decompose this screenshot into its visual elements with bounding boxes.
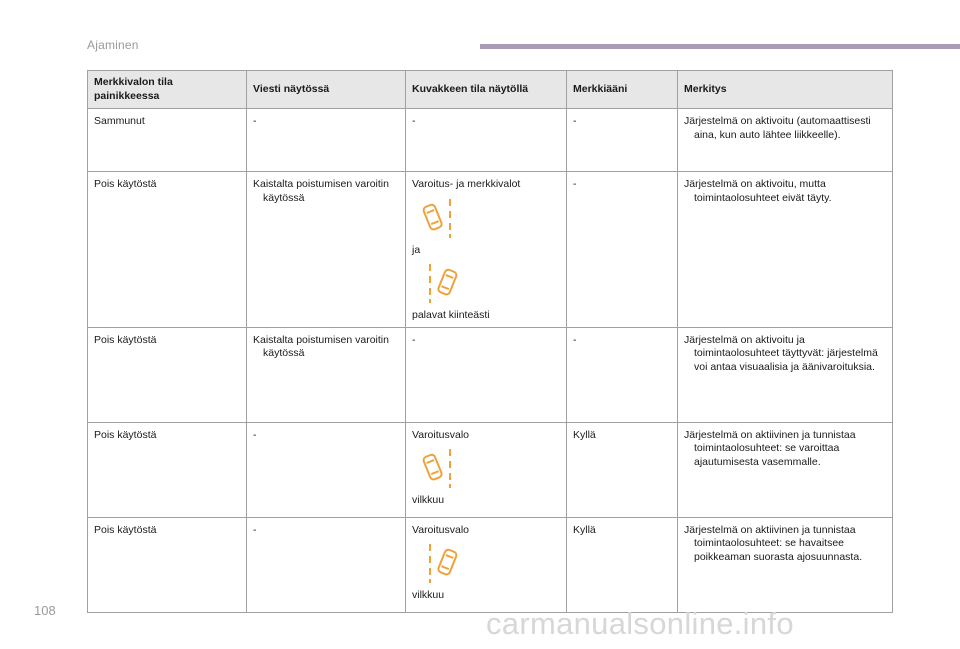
table-row: Pois käytöstä - Varoitusvalo (87, 516, 893, 613)
table-cell: Järjestelmä on aktiivinen ja tunnistaa to… (677, 421, 893, 518)
column-header-label: Viesti näytössä (253, 82, 330, 95)
indicator-state-table: Merkkivalon tila painikkeessa Viesti näy… (87, 70, 893, 613)
audible-signal: - (573, 178, 577, 190)
table-row: Pois käytöstä Kaistalta poistumisen varo… (87, 171, 893, 328)
message-first-line: Kaistalta poistumisen varoitin (253, 333, 389, 346)
meaning-first-line: Järjestelmä on aktivoitu, mutta (684, 178, 826, 190)
audible-signal: Kyllä (573, 523, 596, 536)
meaning-first-line: Järjestelmä on aktivoitu (automaattisest… (684, 115, 871, 127)
table-cell: Kyllä (566, 421, 678, 518)
icon-state-text: Varoitusvalo (412, 428, 470, 441)
display-message: - (253, 523, 257, 536)
table-cell: Järjestelmä on aktiivinen ja tunnistaa to… (677, 516, 893, 613)
table-cell: - (566, 171, 678, 328)
icon-state-text: Varoitus- ja merkkivalot (412, 178, 521, 190)
table-cell: Varoitusvalo vilkkuu (405, 421, 567, 518)
table-cell: Järjestelmä on aktivoitu ja toimintaolosu… (677, 326, 893, 423)
table-cell: - (246, 108, 406, 172)
button-light-state: Pois käytöstä (94, 333, 157, 346)
column-header-label: Merkitys (684, 82, 727, 95)
audible-signal: Kyllä (573, 428, 596, 441)
button-light-state: Pois käytöstä (94, 523, 157, 536)
table-cell: Pois käytöstä (87, 421, 247, 518)
section-title: Ajaminen (87, 38, 139, 52)
table-cell: Järjestelmä on aktivoitu (automaattisest… (677, 108, 893, 172)
display-message: Kaistalta poistumisen varoitin käytössä (253, 334, 399, 361)
table-cell: Varoitus- ja merkkivalot ja (405, 171, 567, 328)
table-cell: Kaistalta poistumisen varoitin käytössä (246, 171, 406, 328)
table-cell: Varoitusvalo vilkkuu (405, 516, 567, 613)
button-light-state: Pois käytöstä (94, 178, 157, 190)
icon-state-text: Varoitusvalo (412, 523, 470, 536)
display-message: - (253, 115, 257, 127)
table-cell: Pois käytöstä (87, 171, 247, 328)
meaning-continuation: toimintaolosuhteet: se havaitsee poikkea… (694, 537, 863, 563)
icon-state-text: - (412, 333, 416, 346)
message-first-line: Kaistalta poistumisen varoitin (253, 178, 389, 190)
table-cell: - (405, 108, 567, 172)
meaning-continuation: toimintaolosuhteet täyttyvät: järjestelm… (694, 347, 878, 373)
meaning-text: Järjestelmä on aktivoitu (automaattisest… (684, 115, 886, 142)
table-header-row: Merkkivalon tila painikkeessa Viesti näy… (87, 70, 893, 109)
icon-state-text: palavat kiinteästi (412, 309, 490, 321)
meaning-first-line: Järjestelmä on aktiivinen ja tunnistaa (684, 428, 856, 441)
meaning-text: Järjestelmä on aktiivinen ja tunnistaa to… (684, 429, 886, 470)
column-header: Viesti näytössä (246, 70, 406, 109)
meaning-text: Järjestelmä on aktivoitu, mutta toimintao… (684, 178, 886, 205)
table-cell: Sammunut (87, 108, 247, 172)
message-continuation: käytössä (263, 347, 305, 359)
display-message: Kaistalta poistumisen varoitin käytössä (253, 178, 399, 205)
table-row: Pois käytöstä Kaistalta poistumisen varo… (87, 326, 893, 423)
column-header: Kuvakkeen tila näytöllä (405, 70, 567, 109)
button-light-state: Pois käytöstä (94, 428, 157, 441)
watermark: carmanualsonline.info (486, 606, 794, 641)
icon-state-text: - (412, 115, 416, 127)
column-header-label: Merkkivalon tila painikkeessa (94, 76, 173, 102)
lane-departure-right-icon (422, 448, 458, 488)
column-header-label: Merkkiääni (573, 82, 628, 95)
display-message: - (253, 428, 257, 441)
column-header-label: Kuvakkeen tila näytöllä (412, 82, 529, 95)
audible-signal: - (573, 333, 577, 346)
table-cell: - (405, 326, 567, 423)
table-cell: Pois käytöstä (87, 326, 247, 423)
lane-departure-left-icon (422, 543, 458, 583)
table-row: Sammunut - - - Järjestelmä on aktivoitu … (87, 108, 893, 172)
column-header: Merkkivalon tila painikkeessa (87, 70, 247, 109)
meaning-continuation: toimintaolosuhteet eivät täyty. (694, 191, 832, 204)
icon-state-text: ja (412, 243, 421, 256)
table-cell: - (566, 108, 678, 172)
section-accent-bar (480, 44, 960, 49)
icon-state-text: vilkkuu (412, 589, 445, 601)
page-number: 108 (34, 603, 56, 618)
icon-state-text: vilkkuu (412, 494, 445, 506)
meaning-first-line: Järjestelmä on aktiivinen ja tunnistaa (684, 523, 856, 536)
column-header: Merkitys (677, 70, 893, 109)
table-cell: - (566, 326, 678, 423)
table-cell: Kaistalta poistumisen varoitin käytössä (246, 326, 406, 423)
meaning-text: Järjestelmä on aktiivinen ja tunnistaa to… (684, 524, 886, 565)
message-continuation: käytössä (263, 191, 305, 204)
meaning-first-line: Järjestelmä on aktivoitu ja (684, 333, 805, 346)
lane-departure-left-icon (422, 263, 458, 303)
lane-departure-right-icon (422, 198, 458, 238)
table-cell: Kyllä (566, 516, 678, 613)
table-cell: Pois käytöstä (87, 516, 247, 613)
meaning-continuation: aina, kun auto lähtee liikkeelle). (694, 128, 841, 141)
audible-signal: - (573, 115, 577, 127)
table-cell: - (246, 421, 406, 518)
button-light-state: Sammunut (94, 115, 145, 127)
meaning-text: Järjestelmä on aktivoitu ja toimintaolosu… (684, 334, 886, 375)
column-header: Merkkiääni (566, 70, 678, 109)
table-cell: Järjestelmä on aktivoitu, mutta toimintao… (677, 171, 893, 328)
meaning-continuation: toimintaolosuhteet: se varoittaa ajautum… (694, 442, 840, 468)
table-cell: - (246, 516, 406, 613)
table-row: Pois käytöstä - Varoitusvalo (87, 421, 893, 518)
